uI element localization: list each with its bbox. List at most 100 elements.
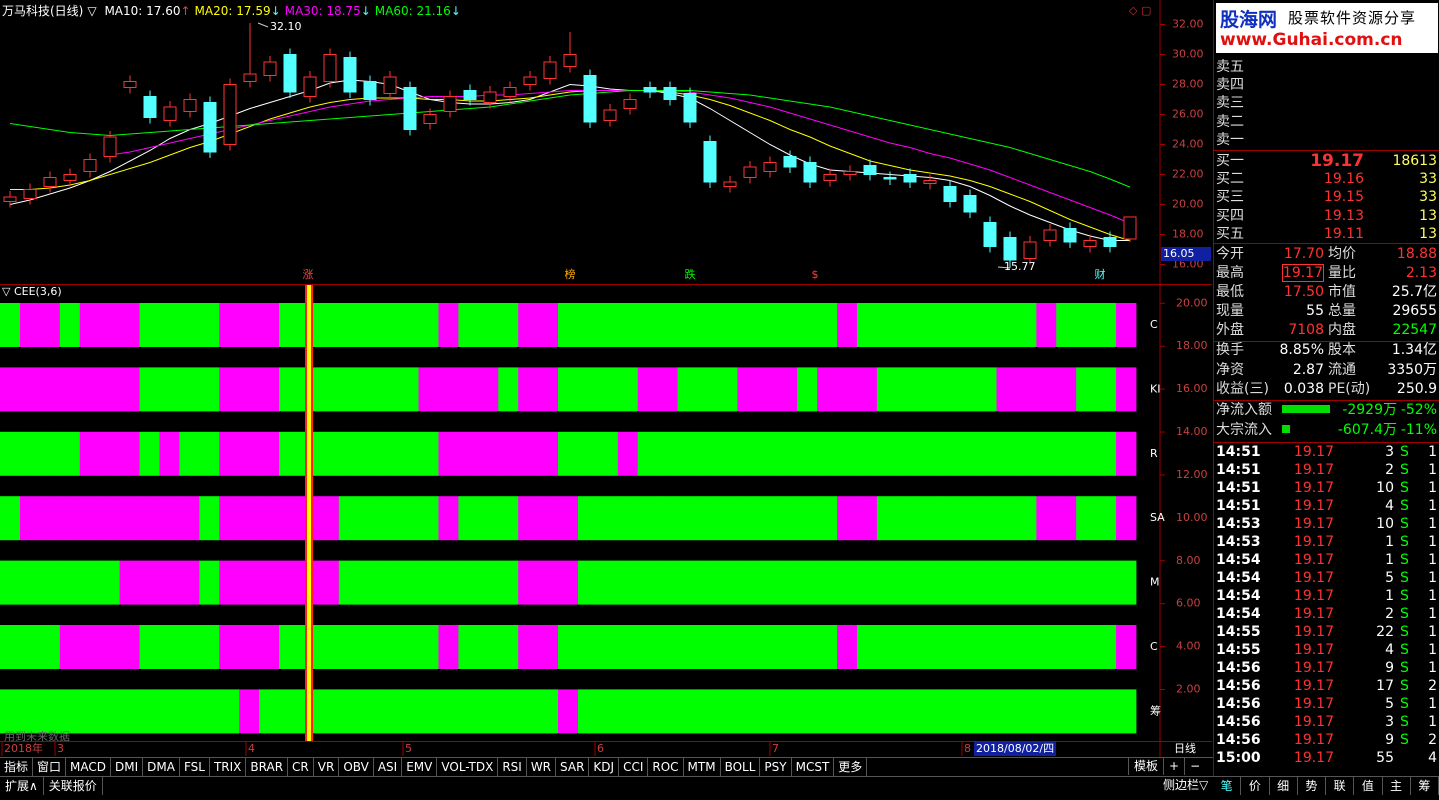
indicator-tab[interactable]: DMI [111, 758, 144, 776]
indicator-tab[interactable]: KDJ [589, 758, 620, 776]
indicator-tab[interactable]: 指标 [0, 758, 34, 776]
tick-time: 14:54 [1216, 552, 1261, 568]
state-cell [657, 560, 679, 605]
state-cell [837, 303, 858, 347]
bid-label: 买四 [1216, 207, 1244, 224]
candle-body [423, 114, 437, 124]
tick-count: 1 [1428, 696, 1437, 712]
state-cell [1016, 431, 1037, 476]
event-marker[interactable]: $ [812, 268, 819, 281]
state-cell [358, 496, 380, 541]
state-cell [817, 431, 838, 476]
status-item[interactable]: 扩展∧ [0, 777, 44, 795]
y-tick-label: 20.00 [1172, 198, 1204, 211]
tick-side: S [1400, 498, 1409, 514]
side-tab[interactable]: 联 [1326, 777, 1355, 795]
state-cell [59, 431, 81, 476]
state-cell [577, 431, 599, 476]
state-cell [139, 431, 160, 476]
event-marker[interactable]: 跌 [685, 267, 696, 281]
state-cell [1096, 625, 1117, 669]
state-cell [1096, 689, 1117, 734]
state-cell [538, 625, 559, 669]
stat-label: 内盘 [1328, 322, 1356, 338]
state-cell [1096, 431, 1117, 476]
indicator-tab[interactable]: 窗口 [33, 758, 67, 776]
event-marker[interactable]: 财 [1095, 267, 1106, 281]
state-cell [737, 303, 758, 347]
state-cell [398, 303, 419, 347]
tick-count: 1 [1428, 570, 1437, 586]
tick-price: 19.17 [1293, 642, 1334, 658]
event-marker[interactable]: 涨 [303, 268, 314, 281]
candle-body [1063, 228, 1077, 243]
indicator-tab[interactable]: MCST [792, 758, 835, 776]
toolbar-button[interactable]: − [1184, 757, 1205, 775]
annotation-leader [997, 266, 1011, 269]
indicator-tab[interactable]: OBV [339, 758, 374, 776]
menu-marker[interactable]: ▽ [87, 4, 97, 18]
status-item[interactable]: 关联报价 [44, 777, 103, 795]
state-cell [39, 560, 61, 605]
tick-price: 19.17 [1293, 660, 1334, 676]
state-cell [577, 625, 599, 669]
side-tab[interactable]: 主 [1383, 777, 1411, 795]
indicator-tab[interactable]: WR [527, 758, 557, 776]
side-tab[interactable]: 势 [1298, 777, 1326, 795]
indicator-tab[interactable]: CR [288, 758, 314, 776]
state-cell [657, 431, 679, 476]
indicator-tab[interactable]: BOLL [721, 758, 761, 776]
indicator-tab[interactable]: VR [314, 758, 340, 776]
state-cell [1056, 560, 1077, 605]
y-tick-label: 18.00 [1176, 339, 1208, 352]
state-cell [817, 625, 838, 669]
side-tab[interactable]: 价 [1241, 777, 1270, 795]
indicator-tab[interactable]: DMA [143, 758, 180, 776]
state-cell [936, 303, 958, 347]
indicator-tab[interactable]: PSY [760, 758, 792, 776]
state-cell [139, 496, 160, 541]
indicator-tab[interactable]: RSI [498, 758, 527, 776]
stat-label: 净资 [1216, 361, 1244, 378]
state-cell [637, 625, 659, 669]
state-cell [876, 303, 898, 347]
indicator-tab[interactable]: TRIX [210, 758, 247, 776]
toolbar-button[interactable]: 模板 [1128, 757, 1163, 775]
state-cell [279, 689, 300, 734]
event-marker[interactable]: 榜 [565, 267, 576, 281]
indicator-tab[interactable]: MACD [66, 758, 112, 776]
cursor-line [307, 285, 311, 741]
side-tab[interactable]: 笔 [1213, 777, 1242, 795]
state-cell [119, 625, 140, 669]
side-tab[interactable]: 细 [1270, 777, 1298, 795]
indicator-tab[interactable]: ROC [648, 758, 684, 776]
state-cell [1056, 431, 1077, 476]
y-tick-label: 16.00 [1176, 382, 1208, 395]
state-cell [936, 560, 958, 605]
indicator-tab[interactable]: CCI [619, 758, 649, 776]
stat-value: 250.9 [1396, 381, 1437, 397]
state-cell [617, 560, 639, 605]
state-cell [19, 625, 41, 669]
side-tab[interactable]: 值 [1354, 777, 1383, 795]
stat-label: PE(动) [1328, 381, 1371, 397]
window-icon[interactable]: ◇ ▢ [1129, 4, 1151, 17]
toolbar-button[interactable]: + [1163, 757, 1184, 775]
indicator-tab[interactable]: EMV [402, 758, 438, 776]
indicator-tab[interactable]: FSL [180, 758, 210, 776]
state-cell [1096, 496, 1117, 541]
state-cell [777, 367, 798, 412]
indicator-tab[interactable]: 更多 [834, 758, 868, 776]
indicator-tab[interactable]: SAR [556, 758, 590, 776]
indicator-tab[interactable]: BRAR [246, 758, 289, 776]
side-tab[interactable]: 筹 [1411, 777, 1439, 795]
indicator-tab[interactable]: ASI [374, 758, 403, 776]
side-toggle[interactable]: 侧边栏▽ [1163, 778, 1209, 792]
tick-price: 19.17 [1293, 678, 1334, 694]
state-cell [597, 560, 619, 605]
indicator-tab[interactable]: MTM [684, 758, 721, 776]
state-cell [338, 303, 360, 347]
state-cell [119, 303, 140, 347]
tick-time: 14:56 [1216, 696, 1261, 712]
indicator-tab[interactable]: VOL-TDX [437, 758, 499, 776]
